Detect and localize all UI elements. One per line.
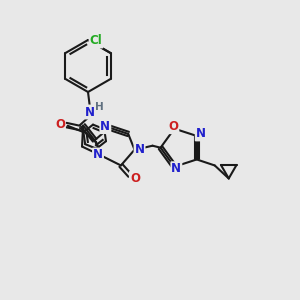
Text: Cl: Cl	[90, 34, 102, 47]
Text: N: N	[85, 106, 95, 118]
Text: N: N	[135, 143, 145, 156]
Text: O: O	[168, 120, 178, 133]
Text: N: N	[171, 162, 182, 175]
Text: H: H	[94, 102, 103, 112]
Text: N: N	[100, 120, 110, 133]
Text: O: O	[130, 172, 140, 185]
Text: O: O	[55, 118, 65, 130]
Text: N: N	[196, 128, 206, 140]
Text: N: N	[93, 148, 103, 161]
